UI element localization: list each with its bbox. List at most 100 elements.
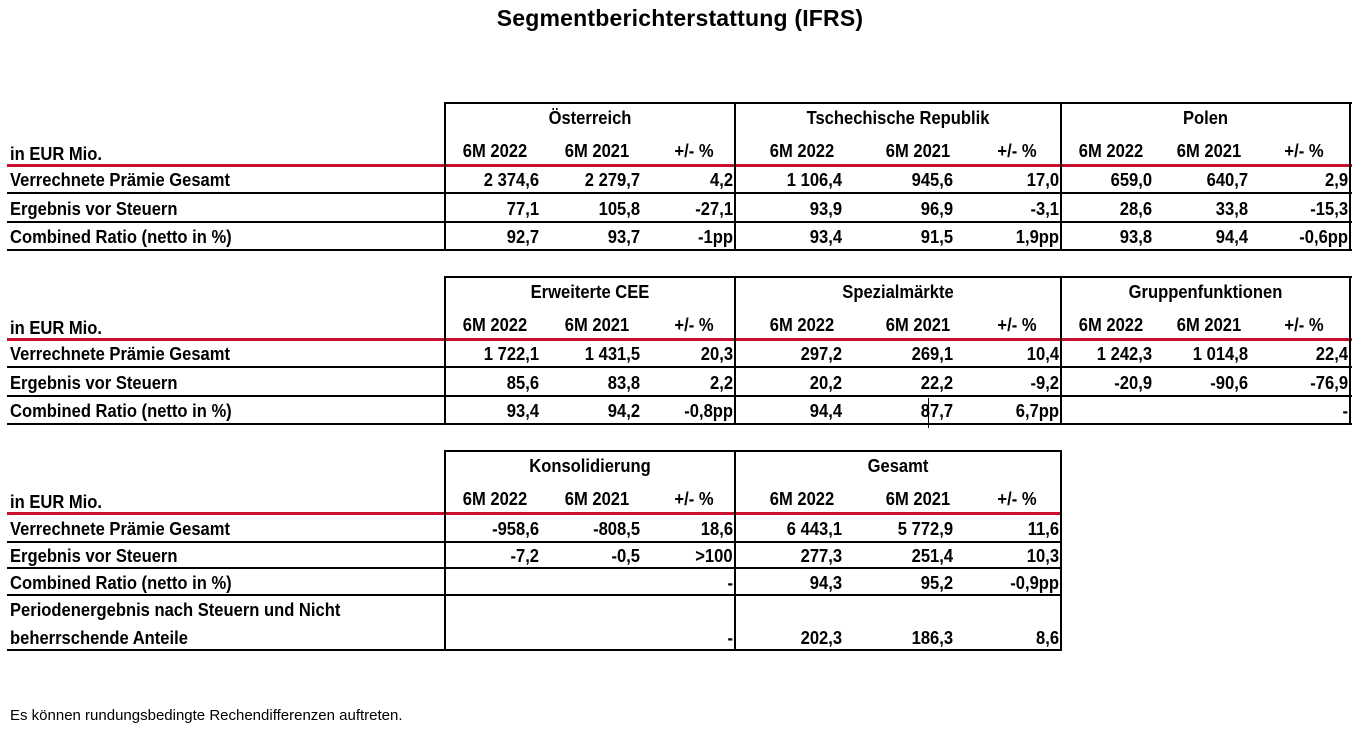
column-divider [1060, 276, 1062, 425]
cell: 945,6 [911, 170, 953, 190]
cell: 94,2 [607, 401, 640, 421]
header-divider [7, 338, 1352, 341]
col-header-change: +/- % [674, 141, 714, 161]
cell: -76,9 [1310, 373, 1348, 393]
row-label: Verrechnete Prämie Gesamt [10, 519, 231, 539]
header-divider [7, 512, 1062, 515]
col-header-6m2021: 6M 2021 [564, 315, 630, 335]
cell: 297,2 [800, 344, 842, 364]
col-header-6m2022: 6M 2022 [462, 141, 528, 161]
cell: 105,8 [598, 199, 640, 219]
cell: -20,9 [1114, 373, 1152, 393]
row-label: Ergebnis vor Steuern [10, 373, 178, 393]
cell: 91,5 [920, 227, 953, 247]
cell: 94,3 [809, 573, 842, 593]
cell: 1 242,3 [1096, 344, 1152, 364]
cell: 2,9 [1324, 170, 1348, 190]
cell: -0,5 [611, 546, 640, 566]
table-border [445, 450, 1062, 452]
row-label: Verrechnete Prämie Gesamt [10, 344, 231, 364]
col-header-change: +/- % [997, 315, 1037, 335]
cell: - [727, 628, 733, 648]
group-title-tschechische-republik: Tschechische Republik [806, 108, 990, 128]
column-divider [444, 450, 446, 651]
row-divider [7, 594, 1062, 596]
group-title-konsolidierung: Konsolidierung [529, 456, 651, 476]
cell: >100 [695, 546, 733, 566]
col-header-6m2021: 6M 2021 [1176, 141, 1242, 161]
row-label: Combined Ratio (netto in %) [10, 401, 232, 421]
row-label: Ergebnis vor Steuern [10, 546, 178, 566]
cell: 77,1 [506, 199, 539, 219]
group-title-oesterreich: Österreich [548, 108, 632, 128]
col-header-6m2021: 6M 2021 [564, 489, 630, 509]
col-header-6m2021: 6M 2021 [885, 315, 951, 335]
cell: 1 722,1 [483, 344, 539, 364]
table-border [445, 276, 1352, 278]
cell: 92,7 [506, 227, 539, 247]
cell: 2 279,7 [584, 170, 640, 190]
cell: 186,3 [911, 628, 953, 648]
cell: -0,6pp [1299, 227, 1348, 247]
cell: 11,6 [1027, 519, 1059, 539]
cell: 20,2 [809, 373, 842, 393]
col-header-change: +/- % [674, 489, 714, 509]
col-header-6m2022: 6M 2022 [462, 489, 528, 509]
cell: 33,8 [1215, 199, 1248, 219]
cell: -15,3 [1310, 199, 1348, 219]
col-header-change: +/- % [997, 141, 1037, 161]
column-divider [734, 450, 736, 651]
cell: -9,2 [1030, 373, 1059, 393]
unit-label: in EUR Mio. [10, 492, 102, 512]
row-divider [7, 221, 1352, 223]
cell: -90,6 [1210, 373, 1248, 393]
cell: 277,3 [800, 546, 842, 566]
row-label: Combined Ratio (netto in %) [10, 573, 232, 593]
cell: - [1342, 401, 1348, 421]
cell: -27,1 [695, 199, 733, 219]
group-title-erweiterte-cee: Erweiterte CEE [530, 282, 650, 302]
cell: -0,9pp [1010, 573, 1059, 593]
cell: 20,3 [700, 344, 733, 364]
row-divider [7, 366, 1352, 368]
col-header-6m2022: 6M 2022 [769, 141, 835, 161]
group-title-spezialmaerkte: Spezialmärkte [842, 282, 954, 302]
row-divider [7, 395, 1352, 397]
cell: 22,2 [920, 373, 953, 393]
col-header-6m2021: 6M 2021 [564, 141, 630, 161]
row-label: Combined Ratio (netto in %) [10, 227, 232, 247]
col-header-change: +/- % [674, 315, 714, 335]
cell: 10,4 [1026, 344, 1059, 364]
cell: 251,4 [911, 546, 953, 566]
row-divider [7, 192, 1352, 194]
cell: 93,7 [607, 227, 640, 247]
cell: - [727, 573, 733, 593]
cell: 640,7 [1206, 170, 1248, 190]
col-header-change: +/- % [1284, 141, 1324, 161]
cell: 1,9pp [1015, 227, 1059, 247]
cell: 85,6 [506, 373, 539, 393]
group-title-polen: Polen [1182, 108, 1229, 128]
col-header-6m2022: 6M 2022 [1078, 315, 1144, 335]
cell: -0,8pp [684, 401, 733, 421]
cell: -808,5 [593, 519, 640, 539]
cell: 93,4 [809, 227, 842, 247]
column-divider [734, 276, 736, 425]
cell: 28,6 [1119, 199, 1152, 219]
column-divider [444, 276, 446, 425]
column-divider [1060, 450, 1062, 651]
row-divider [7, 649, 1062, 651]
column-divider [1349, 102, 1351, 251]
cell: 202,3 [800, 628, 842, 648]
cell: 1 106,4 [786, 170, 842, 190]
group-title-gesamt: Gesamt [867, 456, 929, 476]
cell: 83,8 [607, 373, 640, 393]
cell: 8,6 [1035, 628, 1059, 648]
col-header-6m2022: 6M 2022 [462, 315, 528, 335]
cell: 17,0 [1026, 170, 1059, 190]
column-divider [734, 102, 736, 251]
cell: 93,8 [1119, 227, 1152, 247]
cell: 4,2 [709, 170, 733, 190]
row-label: beherrschende Anteile [10, 628, 188, 648]
column-divider [1060, 102, 1062, 251]
